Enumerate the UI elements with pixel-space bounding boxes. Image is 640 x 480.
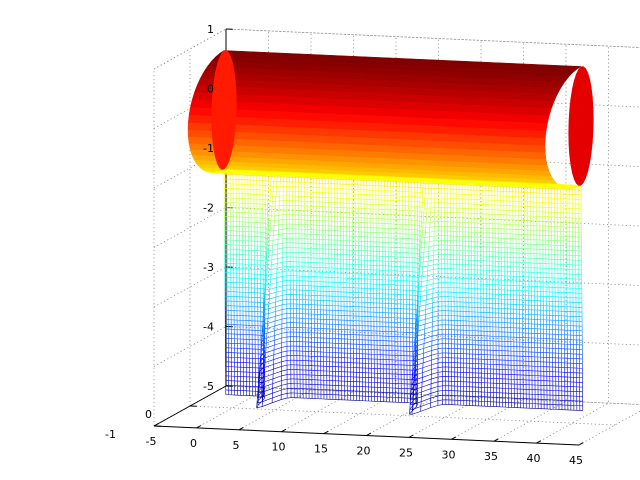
x-tick-mark bbox=[238, 426, 244, 431]
x-grid-line bbox=[493, 44, 567, 442]
x-tick-mark bbox=[196, 425, 202, 429]
z-grid-line bbox=[153, 266, 640, 308]
x-tick-mark bbox=[536, 440, 542, 444]
x-tick-mark bbox=[408, 434, 414, 438]
z-grid-line bbox=[153, 207, 640, 248]
x-grid-line bbox=[578, 410, 640, 446]
x-grid-line bbox=[536, 46, 609, 444]
x-tick-mark bbox=[281, 428, 287, 433]
x-tick-mark bbox=[493, 438, 499, 442]
back-floor-line bbox=[225, 385, 640, 405]
x-tick-mark bbox=[578, 442, 584, 446]
z-grid-line bbox=[153, 385, 640, 427]
z-grid-line bbox=[153, 326, 640, 367]
mesh-sheet-surface bbox=[223, 169, 584, 415]
x-tick-mark bbox=[366, 432, 372, 436]
x-tick-mark bbox=[323, 430, 329, 435]
x-tick-mark bbox=[451, 436, 457, 440]
z-grid-line bbox=[153, 28, 640, 70]
